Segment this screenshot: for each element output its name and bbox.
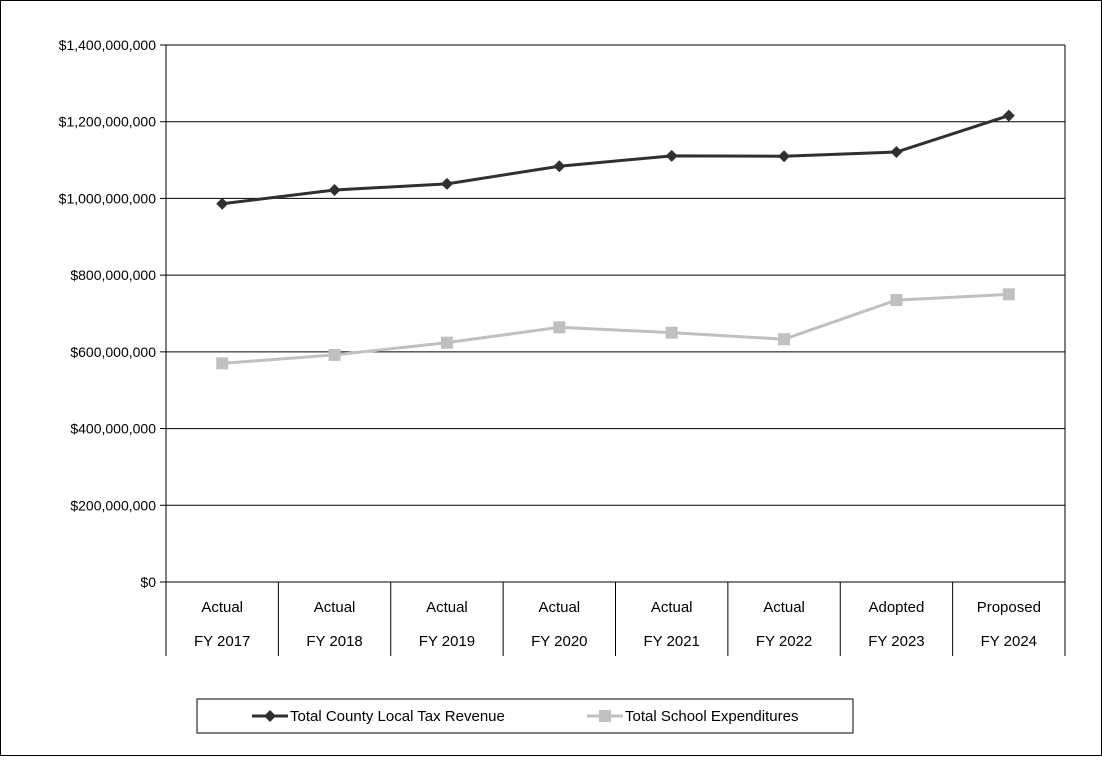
- data-point: [1002, 288, 1015, 301]
- series-lines: [216, 109, 1015, 370]
- y-tick-label: $200,000,000: [70, 497, 156, 513]
- y-tick-label: $600,000,000: [70, 344, 156, 360]
- series-line: [222, 114, 1010, 206]
- data-point: [890, 146, 903, 159]
- data-point: [440, 336, 453, 349]
- y-axis: $0 $200,000,000 $400,000,000 $600,000,000 $8…: [59, 37, 167, 590]
- x-tick-label: Actual: [651, 599, 693, 616]
- data-point: [890, 294, 903, 307]
- x-tick-label: Actual: [426, 599, 468, 616]
- data-point: [216, 197, 229, 210]
- data-point: [665, 149, 678, 162]
- data-point: [216, 357, 229, 370]
- gridlines: [166, 44, 1066, 582]
- data-point: [665, 326, 678, 339]
- legend-box: [196, 698, 854, 734]
- series-line: [222, 292, 1009, 365]
- data-point: [328, 183, 341, 196]
- y-tick-label: $1,000,000,000: [59, 190, 157, 206]
- x-tick-label: FY 2017: [194, 633, 250, 650]
- data-point: [328, 348, 341, 361]
- legend-swatch-marker: [599, 710, 611, 722]
- y-tick-label: $400,000,000: [70, 421, 156, 437]
- x-tick-label: Actual: [538, 599, 580, 616]
- y-tick-label: $800,000,000: [70, 267, 156, 283]
- x-tick-label: Actual: [314, 599, 356, 616]
- x-tick-label: FY 2019: [419, 633, 475, 650]
- x-tick-label: FY 2024: [981, 633, 1037, 650]
- data-point: [778, 333, 791, 346]
- data-point: [440, 177, 453, 190]
- x-tick-label: FY 2018: [306, 633, 362, 650]
- x-tick-label: FY 2020: [531, 633, 587, 650]
- series-school-expenditures: [216, 288, 1015, 370]
- x-tick-label: Actual: [763, 599, 805, 616]
- x-tick-label: Actual: [201, 599, 243, 616]
- data-point: [778, 150, 791, 163]
- y-tick-label: $0: [140, 574, 156, 590]
- x-tick-label: FY 2022: [756, 633, 812, 650]
- y-tick-label: $1,400,000,000: [59, 37, 157, 53]
- legend: Total County Local Tax Revenue Total Scho…: [196, 698, 854, 734]
- data-point: [553, 321, 566, 334]
- y-tick-label: $1,200,000,000: [59, 114, 157, 130]
- x-tick-label: FY 2021: [643, 633, 699, 650]
- data-point: [1002, 109, 1015, 122]
- legend-label: Total County Local Tax Revenue: [290, 708, 505, 725]
- x-tick-label: Proposed: [977, 599, 1041, 616]
- data-point: [553, 160, 566, 173]
- series-tax-revenue: [216, 109, 1015, 210]
- x-tick-label: FY 2023: [868, 633, 924, 650]
- legend-label: Total School Expenditures: [625, 708, 798, 725]
- x-tick-label: Adopted: [868, 599, 924, 616]
- x-axis: Actual FY 2017 Actual FY 2018 Actual FY 2019 A…: [165, 581, 1066, 656]
- legend-swatch-marker: [264, 710, 276, 722]
